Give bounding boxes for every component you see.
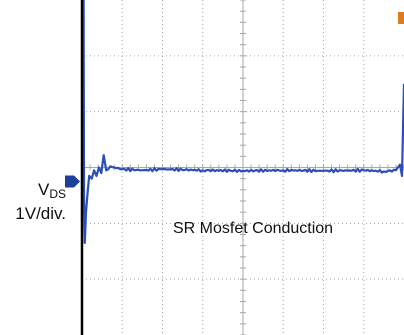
y-axis-quantity-main: V — [37, 180, 50, 199]
trigger-marker-icon — [398, 12, 404, 24]
y-axis-quantity: VDS — [4, 180, 66, 204]
trace-layer — [80, 0, 404, 244]
y-axis-label: VDS 1V/div. — [4, 180, 66, 224]
trace-line — [80, 0, 404, 244]
grid — [81, 0, 404, 335]
ground-marker-icon — [65, 175, 80, 188]
y-axis-scale: 1V/div. — [15, 204, 66, 223]
y-axis-quantity-subscript: DS — [49, 187, 66, 201]
plot-frame — [80, 0, 84, 335]
trace-annotation: SR Mosfet Conduction — [173, 220, 334, 237]
